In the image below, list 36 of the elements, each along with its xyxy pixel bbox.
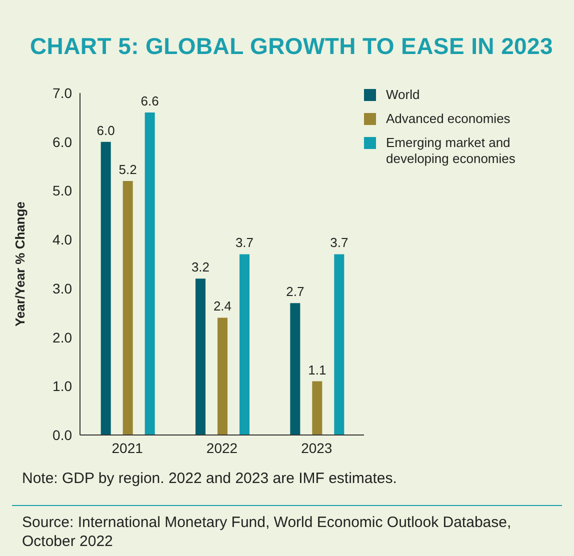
bar <box>239 254 250 435</box>
chart-title: CHART 5: GLOBAL GROWTH TO EASE IN 2023 <box>30 33 554 60</box>
bar <box>144 112 155 435</box>
source-note: Source: International Monetary Fund, World Economic Outlook Database, October 2022 <box>22 513 512 551</box>
y-axis-title: Year/Year % Change <box>12 201 28 327</box>
legend-label: Advanced economies <box>386 111 510 127</box>
legend-label: World <box>386 87 420 103</box>
bar <box>100 142 111 435</box>
data-label: 3.7 <box>330 235 348 250</box>
bar <box>122 180 133 435</box>
text: Note: GDP by region. 2022 and 2023 are IMF estimates. <box>22 470 397 487</box>
data-label: 2.4 <box>213 298 232 314</box>
data-label: 6.0 <box>96 122 115 138</box>
bar <box>195 278 206 435</box>
data-label: 6.6 <box>140 94 159 109</box>
y-tick-label: 1.0 <box>52 378 72 394</box>
x-tick-label: 2023 <box>301 440 332 456</box>
y-tick-label: 5.0 <box>52 182 72 199</box>
legend-label: Emerging market and developing economies <box>386 135 516 167</box>
bar <box>312 381 322 435</box>
data-label: 2.7 <box>286 284 304 300</box>
data-label: 1.1 <box>308 362 326 378</box>
bar <box>334 254 344 435</box>
y-tick-label: 0.0 <box>52 426 72 443</box>
bar <box>290 303 300 435</box>
y-tick-label: 4.0 <box>52 232 72 248</box>
y-tick-label: 2.0 <box>52 329 72 346</box>
bar <box>217 318 228 435</box>
data-label: 3.2 <box>191 260 210 275</box>
x-tick-label: 2022 <box>206 440 238 456</box>
data-label: 3.7 <box>235 235 254 250</box>
data-label: 5.2 <box>118 162 137 177</box>
y-tick-label: 7.0 <box>52 84 72 101</box>
x-tick-label: 2021 <box>112 440 144 456</box>
y-tick-label: 3.0 <box>52 280 72 296</box>
y-tick-label: 6.0 <box>52 134 72 150</box>
